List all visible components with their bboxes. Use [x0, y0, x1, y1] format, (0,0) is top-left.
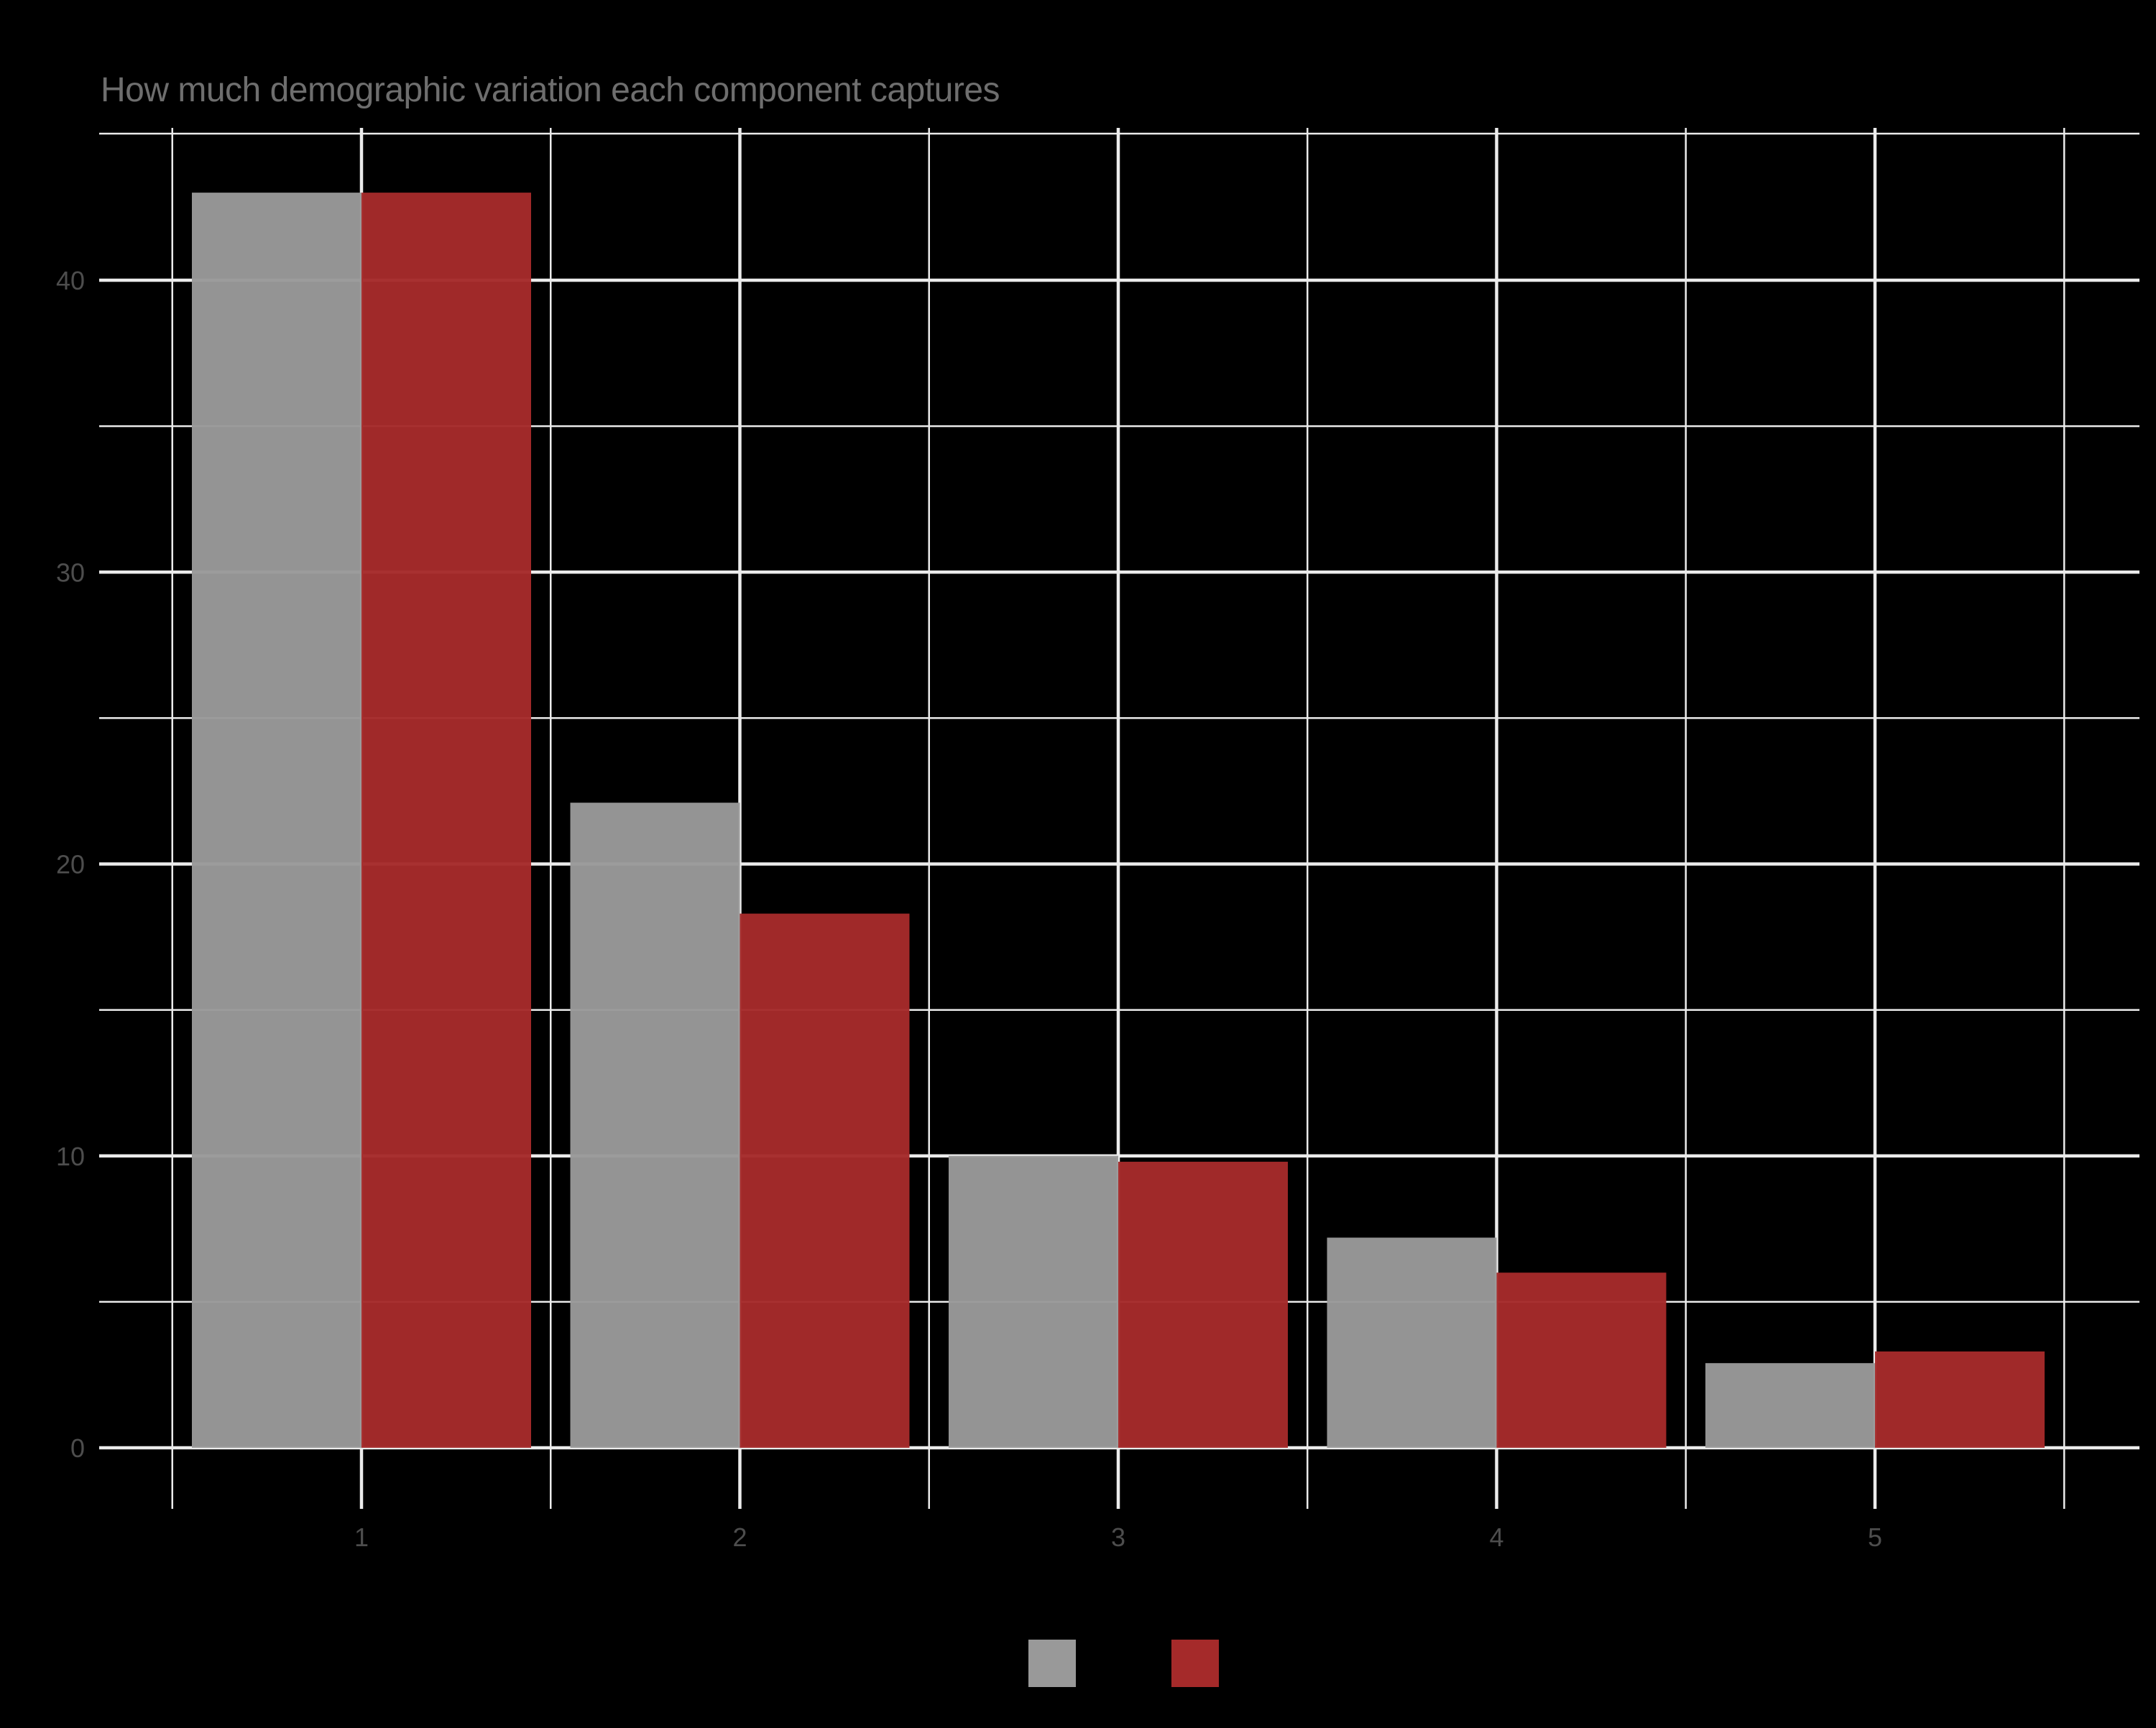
legend-key-1 [1028, 1640, 1076, 1687]
x-tick-label: 1 [354, 1523, 369, 1552]
x-tick-label: 2 [732, 1523, 747, 1552]
y-tick-label: 30 [56, 558, 85, 587]
x-tick-label: 4 [1489, 1523, 1503, 1552]
chart-title: How much demographic variation each comp… [101, 71, 1000, 109]
x-tick-label: 3 [1111, 1523, 1125, 1552]
bar-pc2-series1 [570, 803, 740, 1448]
x-tick-label: 5 [1868, 1523, 1882, 1552]
y-tick-label: 0 [70, 1433, 85, 1463]
bar-pc5-series2 [1875, 1351, 2045, 1448]
bar-pc5-series1 [1705, 1363, 1875, 1448]
bar-pc2-series2 [740, 913, 910, 1448]
y-tick-label: 40 [56, 266, 85, 295]
legend-key-2 [1171, 1640, 1219, 1687]
bar-pc4-series2 [1496, 1272, 1667, 1448]
y-tick-label: 20 [56, 850, 85, 879]
y-tick-label: 10 [56, 1142, 85, 1171]
bar-pc3-series1 [949, 1155, 1118, 1448]
bar-pc1-series1 [192, 193, 361, 1448]
bar-pc1-series2 [361, 193, 531, 1448]
bar-pc4-series1 [1327, 1237, 1497, 1448]
bar-pc3-series2 [1118, 1161, 1288, 1448]
